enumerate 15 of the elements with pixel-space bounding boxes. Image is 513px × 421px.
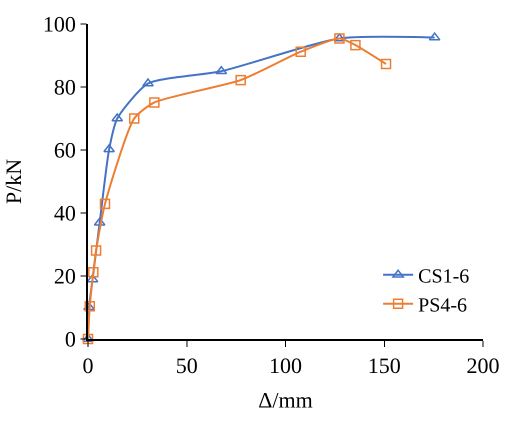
y-axis-title: P/kN (1, 158, 26, 204)
y-tick-label: 80 (54, 74, 76, 100)
y-tick-label: 40 (54, 200, 76, 226)
x-tick-label: 0 (82, 353, 94, 378)
y-tick-label: 0 (64, 326, 76, 352)
x-tick-label: 200 (466, 353, 500, 378)
x-tick-label: 50 (176, 353, 198, 378)
legend-label: PS4-6 (418, 294, 468, 317)
y-tick-label: 100 (42, 12, 76, 37)
y-tick-label: 20 (54, 264, 76, 289)
x-tick-label: 150 (368, 353, 401, 378)
legend-label: CS1-6 (418, 266, 470, 288)
x-tick-label: 100 (269, 353, 302, 378)
y-tick-label: 60 (54, 138, 76, 163)
x-axis-title: Δ/mm (258, 388, 313, 413)
